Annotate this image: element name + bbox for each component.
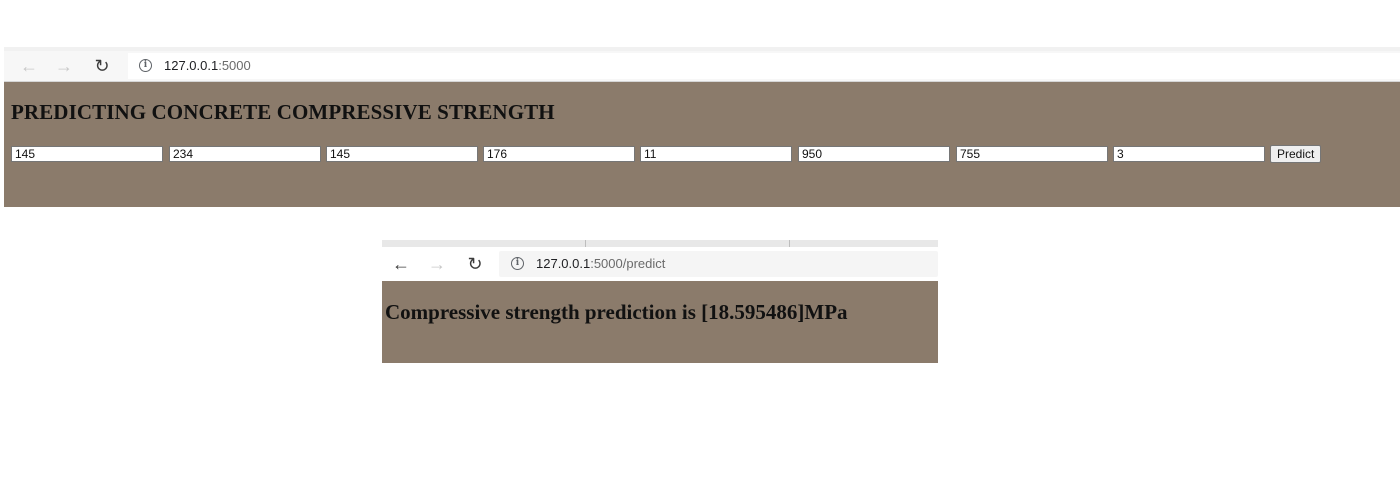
address-bar[interactable]: i 127.0.0.1:5000/predict bbox=[499, 251, 938, 277]
address-bar[interactable]: i 127.0.0.1:5000 bbox=[128, 53, 1400, 79]
input-field-4[interactable] bbox=[483, 146, 635, 162]
browser-window-predict: ← → ↻ i 127.0.0.1:5000/predict Compressi… bbox=[382, 240, 938, 363]
url-path: :5000 bbox=[218, 58, 251, 73]
input-field-2[interactable] bbox=[169, 146, 321, 162]
forward-arrow-icon[interactable]: → bbox=[428, 254, 446, 274]
page-content: Compressive strength prediction is [18.5… bbox=[382, 281, 938, 363]
tab-divider bbox=[585, 240, 586, 247]
input-field-6[interactable] bbox=[798, 146, 950, 162]
url-path: :5000/predict bbox=[590, 256, 666, 271]
reload-icon[interactable]: ↻ bbox=[467, 254, 483, 274]
tab-strip bbox=[382, 240, 938, 247]
prediction-result: Compressive strength prediction is [18.5… bbox=[385, 300, 848, 324]
info-icon[interactable]: i bbox=[511, 257, 524, 270]
tab-divider bbox=[789, 240, 790, 247]
browser-toolbar: ← → ↻ i 127.0.0.1:5000 bbox=[4, 51, 1400, 82]
back-arrow-icon[interactable]: ← bbox=[20, 56, 38, 76]
input-field-8[interactable] bbox=[1113, 146, 1265, 162]
url-host: 127.0.0.1 bbox=[536, 256, 591, 271]
page-title: PREDICTING CONCRETE COMPRESSIVE STRENGTH bbox=[11, 100, 555, 124]
address-url[interactable]: 127.0.0.1:5000/predict bbox=[536, 256, 665, 271]
reload-icon[interactable]: ↻ bbox=[94, 56, 110, 76]
address-url[interactable]: 127.0.0.1:5000 bbox=[164, 58, 251, 73]
forward-arrow-icon[interactable]: → bbox=[55, 56, 73, 76]
info-icon[interactable]: i bbox=[139, 59, 152, 72]
input-field-5[interactable] bbox=[640, 146, 792, 162]
url-host: 127.0.0.1 bbox=[164, 58, 219, 73]
back-arrow-icon[interactable]: ← bbox=[392, 254, 410, 274]
input-field-1[interactable] bbox=[11, 146, 163, 162]
browser-toolbar: ← → ↻ i 127.0.0.1:5000/predict bbox=[382, 247, 938, 282]
page-content: PREDICTING CONCRETE COMPRESSIVE STRENGTH… bbox=[4, 82, 1400, 207]
tab-strip bbox=[4, 47, 1400, 51]
predict-button[interactable]: Predict bbox=[1270, 145, 1322, 163]
input-field-7[interactable] bbox=[956, 146, 1108, 162]
browser-window-home: ← → ↻ i 127.0.0.1:5000 PREDICTING CONCRE… bbox=[4, 47, 1400, 207]
input-field-3[interactable] bbox=[326, 146, 478, 162]
